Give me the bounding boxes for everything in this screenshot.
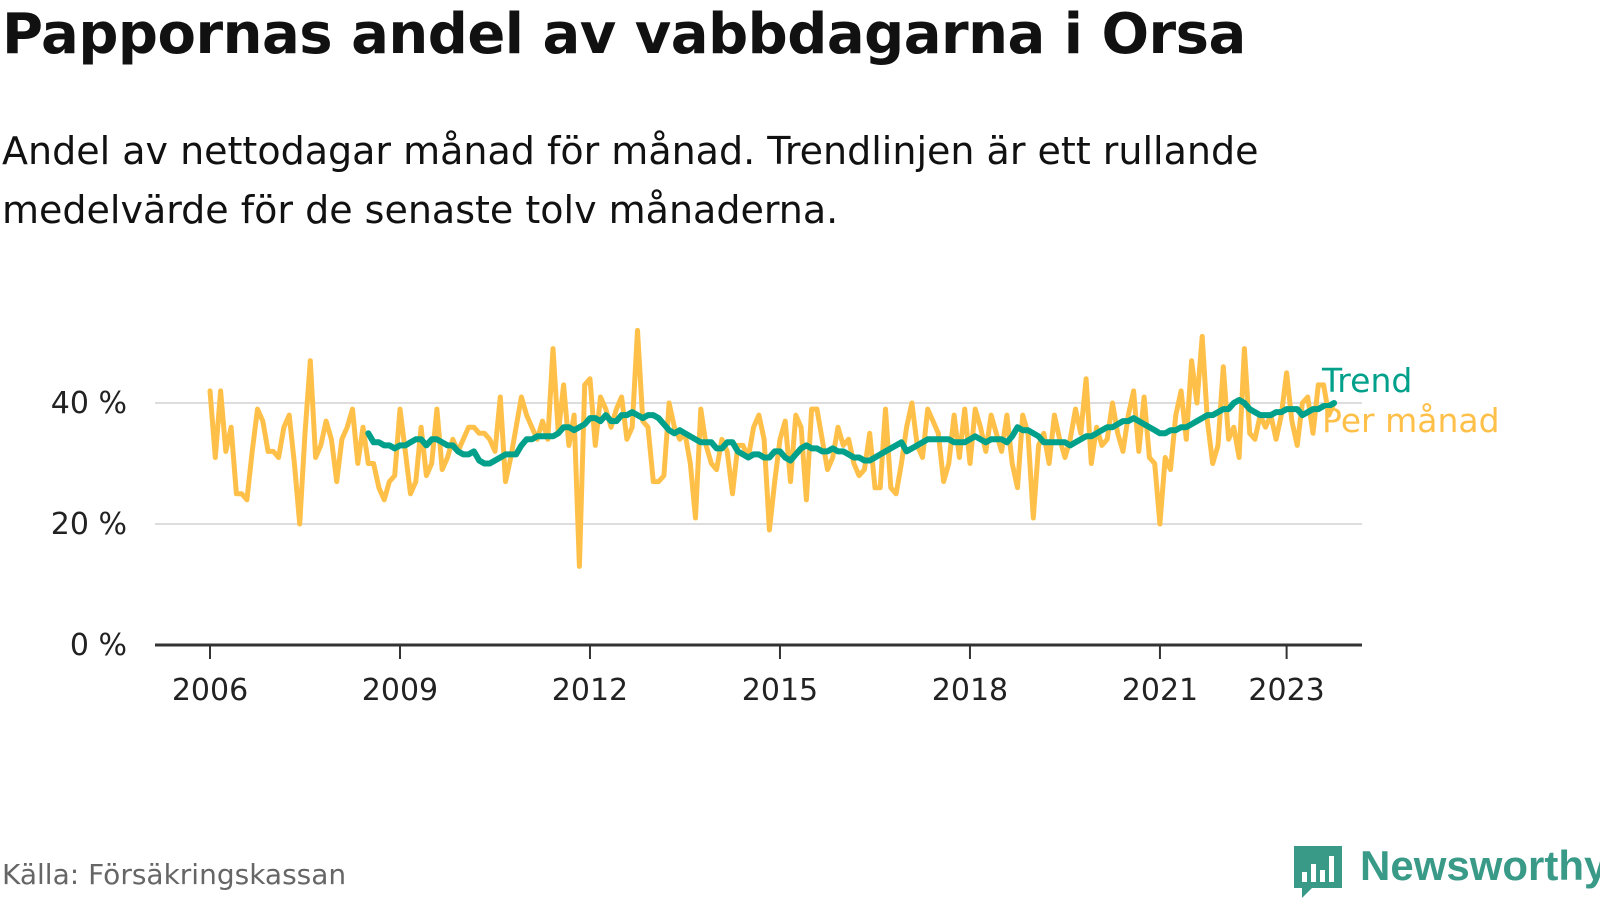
series-line-trend	[365, 397, 1338, 467]
y-tick-label: 20 %	[51, 507, 127, 542]
y-axis-tick-labels: 0 % 20 % 40 %	[51, 386, 127, 663]
series-lines	[207, 327, 1338, 569]
x-tick-label: 2012	[552, 673, 628, 708]
y-tick-label: 0 %	[70, 628, 127, 663]
series-label-trend: Trend	[1321, 361, 1412, 400]
source-note: Källa: Försäkringskassan	[2, 858, 347, 891]
chart-subtitle: Andel av nettodagar månad för månad. Tre…	[2, 129, 1259, 232]
x-tick-label: 2021	[1122, 673, 1198, 708]
brand-name: Newsworthy	[1360, 842, 1600, 889]
y-tick-label: 40 %	[51, 386, 127, 421]
series-line-per-manad	[207, 327, 1337, 569]
series-label-per-manad: Per månad	[1322, 401, 1500, 440]
x-tick-label: 2018	[932, 673, 1008, 708]
chart-title: Pappornas andel av vabbdagarna i Orsa	[2, 2, 1246, 67]
x-axis: 2006 2009 2012 2015 2018 2021 2023	[155, 643, 1362, 708]
x-tick-label: 2009	[362, 673, 438, 708]
bar-chart-speech-bubble-icon	[1294, 846, 1342, 898]
x-tick-label: 2023	[1248, 673, 1324, 708]
x-tick-label: 2006	[172, 673, 248, 708]
x-tick-label: 2015	[742, 673, 818, 708]
